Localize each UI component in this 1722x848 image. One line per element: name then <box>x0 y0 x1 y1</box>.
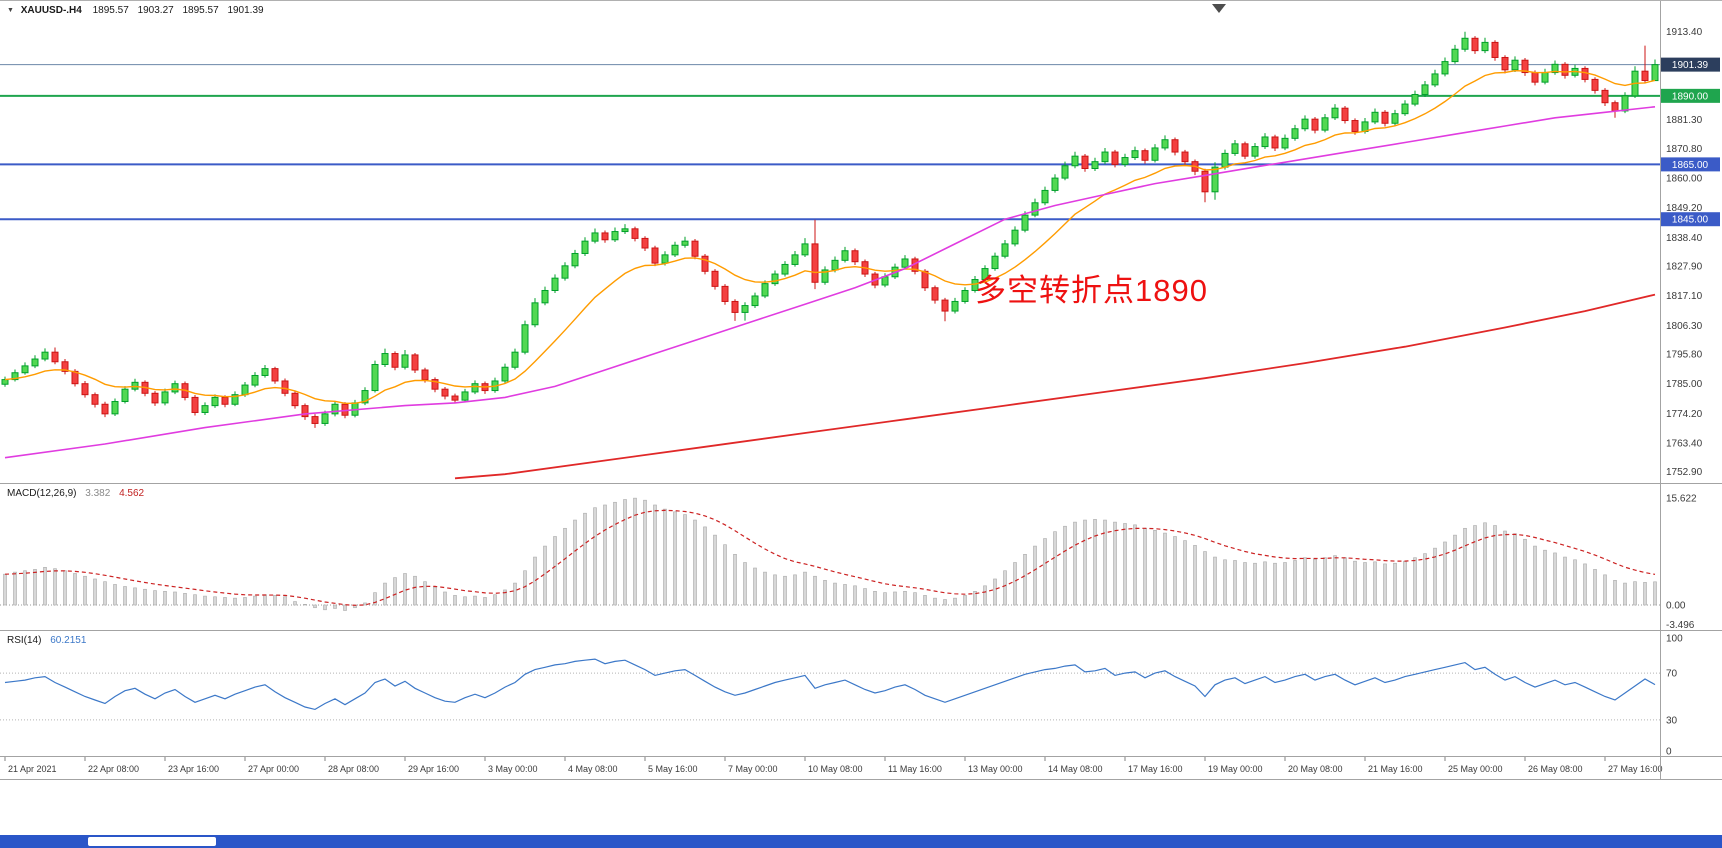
taskbar[interactable] <box>0 835 1722 848</box>
chart-header: ▼ XAUUSD-.H4 1895.57 1903.27 1895.57 190… <box>7 5 270 16</box>
price-axis-labels: 1913.40 1881.30 1870.80 1860.00 1849.20 1838.… <box>1666 27 1703 478</box>
time-axis-label: 29 Apr 16:00 <box>408 764 459 774</box>
rsi-panel[interactable]: 100 70 30 0 <box>0 631 1722 756</box>
rsi-value: 60.2151 <box>50 635 87 646</box>
time-axis-label: 11 May 16:00 <box>888 764 942 774</box>
macd-signal-value: 4.562 <box>119 488 145 499</box>
svg-text:1890.00: 1890.00 <box>1672 91 1709 102</box>
svg-text:0.00: 0.00 <box>1666 601 1686 612</box>
svg-text:1881.30: 1881.30 <box>1666 115 1703 126</box>
ohlc-close-value: 1901.39 <box>227 5 264 16</box>
time-axis-label: 4 May 08:00 <box>568 764 618 774</box>
ma-fast-orange-line <box>4 69 1656 404</box>
chart-shift-marker-icon[interactable] <box>1212 4 1226 13</box>
symbol-dropdown-icon[interactable]: ▼ <box>7 7 14 14</box>
price-axis-separator <box>1660 1 1661 779</box>
rsi-line <box>4 658 1656 711</box>
time-axis[interactable]: 21 Apr 2021 22 Apr 08:00 23 Apr 16:00 27 Ap… <box>0 757 1722 779</box>
svg-text:1795.80: 1795.80 <box>1666 350 1703 361</box>
time-axis-label: 10 May 08:00 <box>808 764 863 774</box>
svg-text:1785.00: 1785.00 <box>1666 379 1703 390</box>
time-axis-label: 22 Apr 08:00 <box>88 764 139 774</box>
macd-histogram <box>3 497 1657 611</box>
panel-divider-macd[interactable] <box>0 483 1722 484</box>
time-axis-label: 27 Apr 00:00 <box>248 764 299 774</box>
macd-label: MACD(12,26,9) <box>7 488 77 499</box>
panel-divider-rsi[interactable] <box>0 630 1722 631</box>
svg-text:1901.39: 1901.39 <box>1672 60 1709 71</box>
time-axis-label: 14 May 08:00 <box>1048 764 1103 774</box>
svg-text:1763.40: 1763.40 <box>1666 438 1703 449</box>
svg-text:1865.00: 1865.00 <box>1672 160 1709 171</box>
svg-text:1817.10: 1817.10 <box>1666 291 1703 302</box>
time-axis-label: 23 Apr 16:00 <box>168 764 219 774</box>
time-axis-label: 5 May 16:00 <box>648 764 698 774</box>
svg-text:1827.90: 1827.90 <box>1666 262 1703 273</box>
time-axis-label: 17 May 16:00 <box>1128 764 1183 774</box>
svg-text:1860.00: 1860.00 <box>1666 174 1703 185</box>
ma-slow-red-line <box>454 293 1656 480</box>
time-axis-label: 19 May 00:00 <box>1208 764 1263 774</box>
ma-mid-magenta-line <box>4 106 1656 459</box>
ohlc-open-value: 1895.57 <box>92 5 129 16</box>
chart-bottom-border <box>0 779 1722 780</box>
svg-text:1849.20: 1849.20 <box>1666 203 1703 214</box>
taskbar-search-box[interactable] <box>88 837 216 846</box>
svg-text:0: 0 <box>1666 747 1672 757</box>
svg-text:1774.20: 1774.20 <box>1666 409 1703 420</box>
macd-main-value: 3.382 <box>85 488 111 499</box>
svg-text:1913.40: 1913.40 <box>1666 27 1703 38</box>
time-axis-label: 28 Apr 08:00 <box>328 764 379 774</box>
time-axis-label: 26 May 08:00 <box>1528 764 1583 774</box>
macd-title: MACD(12,26,9) 3.382 4.562 <box>7 488 144 499</box>
time-axis-label: 7 May 00:00 <box>728 764 778 774</box>
svg-text:15.622: 15.622 <box>1666 493 1697 504</box>
svg-text:70: 70 <box>1666 669 1678 680</box>
macd-signal-line <box>4 509 1656 606</box>
symbol-timeframe-label: XAUUSD-.H4 <box>20 5 82 16</box>
rsi-label: RSI(14) <box>7 635 42 646</box>
svg-text:30: 30 <box>1666 715 1678 726</box>
candles-series <box>1 31 1659 428</box>
time-axis-label: 3 May 00:00 <box>488 764 538 774</box>
svg-text:100: 100 <box>1666 634 1683 645</box>
svg-text:1845.00: 1845.00 <box>1672 215 1709 226</box>
ohlc-low-value: 1895.57 <box>182 5 219 16</box>
chart-annotation[interactable]: 多空转折点1890 <box>975 273 1208 308</box>
svg-text:1752.90: 1752.90 <box>1666 467 1703 478</box>
time-axis-label: 21 Apr 2021 <box>8 764 57 774</box>
panel-divider-time <box>0 756 1722 757</box>
time-axis-label: 25 May 00:00 <box>1448 764 1503 774</box>
svg-text:1870.80: 1870.80 <box>1666 144 1703 155</box>
time-axis-label: 20 May 08:00 <box>1288 764 1343 774</box>
time-axis-label: 27 May 16:00 <box>1608 764 1663 774</box>
main-price-chart[interactable]: 1913.40 1881.30 1870.80 1860.00 1849.20 1838.… <box>0 1 1722 483</box>
time-axis-label: 13 May 00:00 <box>968 764 1023 774</box>
rsi-title: RSI(14) 60.2151 <box>7 635 86 646</box>
ohlc-high-value: 1903.27 <box>137 5 174 16</box>
svg-text:-3.496: -3.496 <box>1666 620 1695 630</box>
macd-panel[interactable]: 15.622 0.00 -3.496 <box>0 484 1722 630</box>
horizontal-level-lines[interactable] <box>0 64 1660 221</box>
svg-text:1806.30: 1806.30 <box>1666 321 1703 332</box>
svg-text:1838.40: 1838.40 <box>1666 233 1703 244</box>
time-axis-label: 21 May 16:00 <box>1368 764 1423 774</box>
price-axis-badges: 1901.39 1890.00 1865.00 1845.00 <box>1661 57 1720 227</box>
